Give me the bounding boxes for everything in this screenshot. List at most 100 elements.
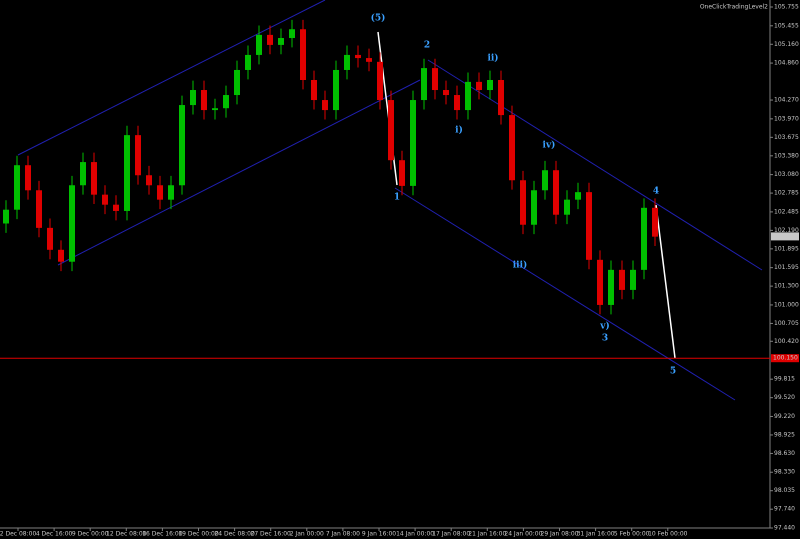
candle-body [322,100,328,111]
y-tick-label: 101.895 [774,245,799,252]
x-tick-label: 31 Jan 16:00 [577,531,615,538]
wave-label: i) [455,125,463,136]
channel-line [394,187,736,401]
candle-body [564,199,570,215]
x-tick-label: 5 Feb 00:00 [614,531,650,538]
candle-body [432,68,438,91]
x-tick-label: 29 Jan 08:00 [541,531,579,538]
candle-body [388,100,394,161]
y-tick-label: 102.485 [774,208,799,215]
y-tick-label: 103.675 [774,134,799,141]
y-tick-label: 99.220 [774,413,795,420]
y-tick-label: 104.270 [774,97,799,104]
channel-line [17,0,326,156]
y-tick-label: 99.815 [774,376,795,383]
candle-body [366,58,372,62]
x-tick-label: 14 Jan 00:00 [396,531,434,538]
channels [17,0,763,401]
y-tick-label: 98.035 [774,487,795,494]
price-line-label: 100.150 [773,355,798,362]
wave-line [655,204,676,359]
candle-body [520,180,526,225]
candle-body [47,227,53,250]
candle-body [289,29,295,39]
wave-label: 2 [424,41,430,51]
wave-label: 4 [653,187,659,197]
wave-label: v) [599,321,610,332]
x-tick-label: 24 Dec 08:00 [214,531,255,538]
x-tick-label: 19 Dec 00:00 [178,531,219,538]
candle-body [344,54,350,70]
wave-label: (5) [371,13,386,24]
candle-body [234,69,240,96]
candle-body [256,34,262,55]
candle-body [190,90,196,106]
x-tick-label: 2 Jan 00:00 [290,531,324,538]
candle-body [212,108,218,111]
candle-body [113,204,119,211]
candle-body [157,185,163,200]
candle-body [652,207,658,237]
y-tick-label: 104.860 [774,60,799,67]
x-tick-label: 27 Dec 16:00 [251,531,292,538]
candle-body [509,115,515,181]
candle-body [36,190,42,228]
candle-body [487,79,493,91]
candle-body [421,68,427,101]
x-tick-label: 7 Jan 08:00 [326,531,360,538]
candle-body [91,162,97,195]
chart-title: OneClickTradingLevel2 [700,4,768,11]
candle-body [311,79,317,101]
x-tick-label: 9 Jan 16:00 [362,531,396,538]
price-line-box [771,354,799,363]
candle-body [443,90,449,96]
x-tick-label: 24 Jan 00:00 [504,531,542,538]
candle-body [553,170,559,215]
y-tick-label: 103.380 [774,152,799,159]
y-tick-label: 105.160 [774,41,799,48]
y-tick-label: 98.925 [774,431,795,438]
candle-body [267,34,273,45]
candle-body [58,249,64,262]
x-tick-label: 21 Jan 16:00 [468,531,506,538]
x-tick-label: 2 Dec 08:00 [0,531,36,538]
x-tick-label: 9 Dec 00:00 [72,531,109,538]
candle-body [410,100,416,186]
candle-body [135,135,141,176]
candle-body [630,269,636,290]
candle-body [223,95,229,109]
candle-body [168,185,174,200]
candle-body [454,95,460,111]
candle-body [245,54,251,70]
candle-body [476,81,482,91]
candle-body [80,162,86,186]
candle-body [14,165,20,210]
candle-body [377,61,383,101]
channel-line [427,59,763,271]
y-tick-label: 102.785 [774,190,799,197]
y-tick-label: 105.755 [774,4,799,11]
candle-body [399,160,405,186]
candle-body [465,81,471,111]
channel-line [57,79,421,266]
candle-body [586,192,592,260]
y-tick-label: 99.520 [774,394,795,401]
candle-body [333,69,339,111]
y-tick-label: 98.630 [774,450,795,457]
y-tick-label: 103.080 [774,171,799,178]
wave-label: 5 [670,367,676,377]
y-tick-label: 100.420 [774,338,799,345]
y-tick-label: 101.000 [774,301,799,308]
y-tick-label: 98.330 [774,469,795,476]
x-tick-label: 17 Jan 08:00 [432,531,470,538]
wave-label: 3 [602,334,608,344]
y-tick-label: 101.300 [774,283,799,290]
y-tick-label: 97.440 [774,525,795,532]
y-tick-label: 100.705 [774,320,799,327]
candle-body [531,190,537,225]
y-tick-label: 101.595 [774,264,799,271]
candle-body [124,135,130,211]
candle-body [69,185,75,262]
